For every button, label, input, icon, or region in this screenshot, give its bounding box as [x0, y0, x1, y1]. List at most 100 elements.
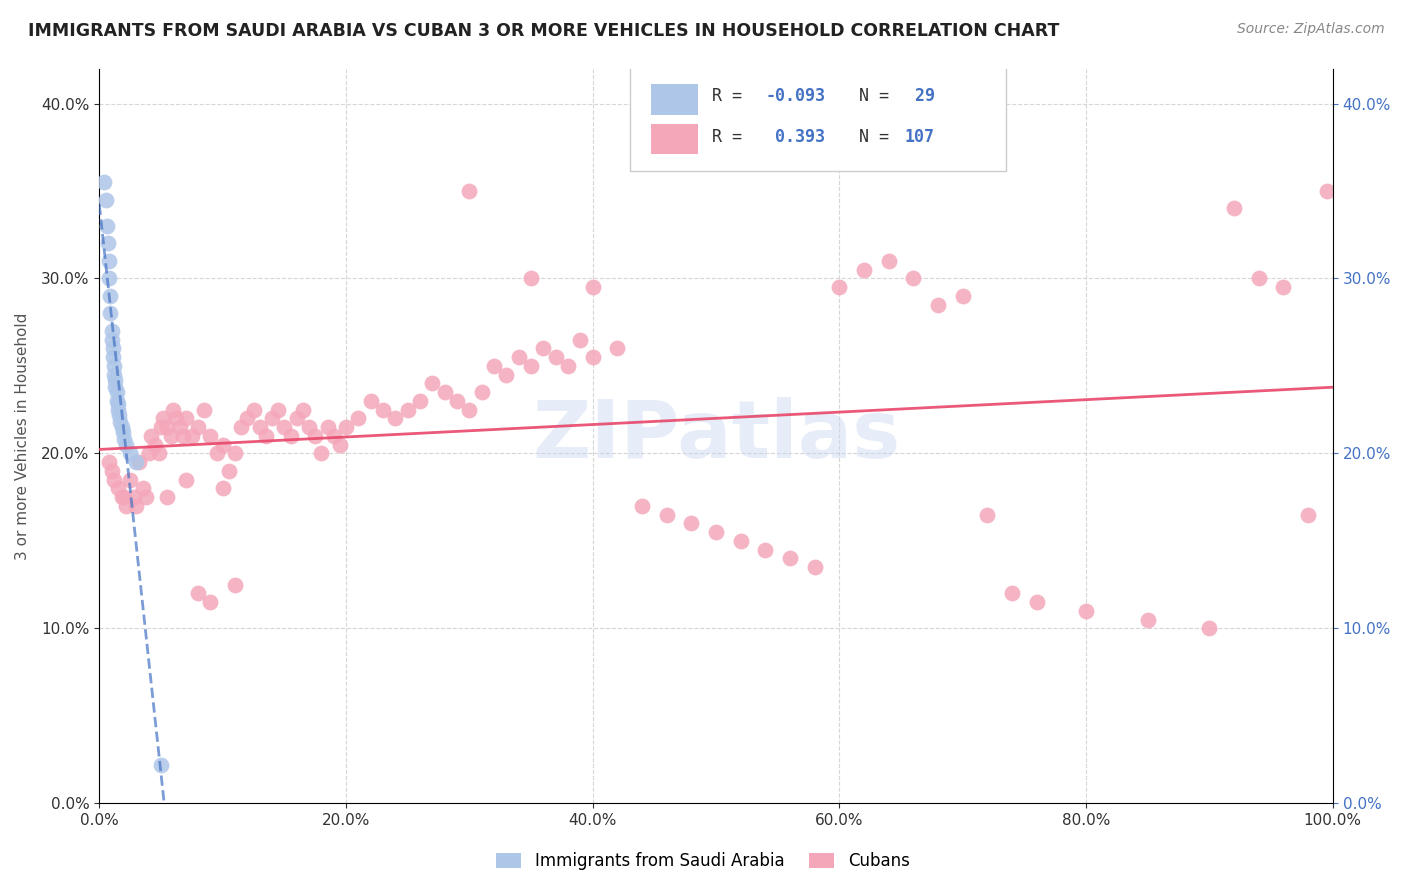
Point: [112, 433, 135, 447]
Point: [335, 420, 357, 434]
Point: [1025, 595, 1047, 609]
Point: [1136, 613, 1159, 627]
Point: [122, 490, 145, 504]
Point: [531, 342, 554, 356]
Point: [100, 324, 122, 338]
Legend: Immigrants from Saudi Arabia, Cubans: Immigrants from Saudi Arabia, Cubans: [489, 846, 917, 877]
Point: [582, 350, 605, 364]
Point: [828, 280, 851, 294]
Point: [139, 429, 162, 443]
Point: [205, 446, 228, 460]
Point: [273, 420, 295, 434]
Point: [174, 411, 197, 425]
Point: [211, 481, 233, 495]
Point: [347, 411, 370, 425]
Point: [655, 508, 678, 522]
Text: Source: ZipAtlas.com: Source: ZipAtlas.com: [1237, 22, 1385, 37]
Point: [976, 508, 998, 522]
Bar: [651, 84, 697, 115]
Text: 107: 107: [905, 128, 935, 146]
Point: [93, 175, 115, 189]
Bar: [651, 124, 697, 154]
Text: 0.393: 0.393: [765, 128, 825, 146]
Point: [779, 551, 801, 566]
Point: [156, 490, 179, 504]
Point: [446, 393, 468, 408]
Point: [174, 473, 197, 487]
Point: [100, 464, 122, 478]
Point: [115, 499, 138, 513]
Point: [495, 368, 517, 382]
Point: [1296, 508, 1319, 522]
Point: [150, 420, 173, 434]
Point: [138, 446, 160, 460]
Point: [105, 385, 128, 400]
Point: [1272, 280, 1295, 294]
Point: [187, 586, 209, 600]
Point: [120, 446, 142, 460]
Point: [135, 490, 157, 504]
Point: [103, 368, 125, 382]
Point: [98, 254, 121, 268]
Point: [458, 184, 481, 198]
Point: [231, 420, 253, 434]
Point: [131, 481, 153, 495]
Point: [458, 402, 481, 417]
Point: [853, 262, 876, 277]
Point: [143, 437, 166, 451]
Text: -0.093: -0.093: [765, 87, 825, 105]
Point: [422, 376, 444, 391]
Text: ZIPatlas: ZIPatlas: [531, 397, 900, 475]
Point: [1223, 202, 1246, 216]
Point: [569, 333, 592, 347]
Point: [211, 437, 233, 451]
Point: [104, 380, 127, 394]
Point: [104, 373, 127, 387]
Point: [156, 420, 179, 434]
Point: [125, 455, 148, 469]
Text: IMMIGRANTS FROM SAUDI ARABIA VS CUBAN 3 OR MORE VEHICLES IN HOUSEHOLD CORRELATIO: IMMIGRANTS FROM SAUDI ARABIA VS CUBAN 3 …: [28, 22, 1060, 40]
Point: [107, 397, 129, 411]
Point: [187, 420, 209, 434]
Point: [180, 429, 202, 443]
Point: [280, 429, 302, 443]
Point: [311, 446, 333, 460]
Point: [108, 408, 131, 422]
Point: [304, 429, 326, 443]
Point: [107, 402, 129, 417]
Point: [285, 411, 308, 425]
Point: [371, 402, 394, 417]
Point: [162, 402, 184, 417]
Point: [903, 271, 925, 285]
Point: [193, 402, 215, 417]
Point: [433, 385, 456, 400]
Point: [160, 429, 183, 443]
Point: [224, 446, 246, 460]
Point: [1198, 621, 1220, 635]
Point: [754, 542, 776, 557]
Point: [482, 359, 505, 373]
Point: [97, 236, 120, 251]
Point: [520, 271, 543, 285]
Point: [107, 481, 129, 495]
Text: N =: N =: [839, 128, 900, 146]
Point: [520, 359, 543, 373]
Point: [927, 298, 949, 312]
Point: [169, 420, 191, 434]
Point: [100, 333, 122, 347]
Point: [544, 350, 567, 364]
Point: [218, 464, 240, 478]
Point: [1001, 586, 1024, 600]
Point: [396, 402, 419, 417]
Point: [125, 499, 148, 513]
Point: [631, 499, 654, 513]
Point: [148, 446, 170, 460]
Point: [103, 359, 125, 373]
Point: [236, 411, 259, 425]
Text: 29: 29: [905, 87, 935, 105]
Point: [98, 271, 121, 285]
Point: [1074, 604, 1097, 618]
Point: [120, 473, 142, 487]
Point: [322, 429, 344, 443]
Point: [471, 385, 494, 400]
